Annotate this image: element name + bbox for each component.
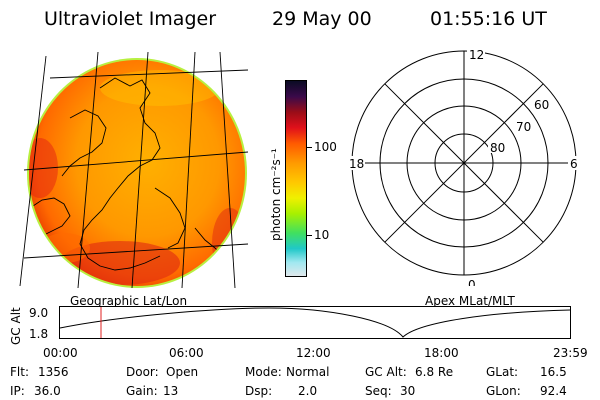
lat-label-80: 80 [490,141,505,155]
image-panel-label: Geographic Lat/Lon [70,294,188,308]
mlt-label-6: 6 [570,157,578,171]
app-title: Ultraviolet Imager [44,8,217,30]
timeline-ytick-low: 1.8 [29,327,49,341]
mlt-label-18: 18 [349,157,364,171]
info-door-value: Open [166,365,199,379]
timeline-xtick-2359: 23:59 [553,346,588,360]
aurora-speckle [29,70,245,285]
info-flt-label: Flt: [10,365,29,379]
colorbar-tick-100 [306,147,312,148]
polar-mlt-plot: 12 18 6 0 60 70 80 [347,48,580,286]
colorbar-tick-10 [306,235,312,236]
mlt-label-12: 12 [469,48,484,62]
colorbar [285,80,307,277]
info-door-label: Door: [126,365,159,379]
info-glon-label: GLon: [486,384,521,398]
info-seq-label: Seq: [365,384,392,398]
uv-earth-image [19,51,249,288]
info-gain-label: Gain: [126,384,158,398]
info-dsp-label: Dsp: [245,384,273,398]
date-label: 29 May 00 [272,8,372,30]
polar-diagonal-2 [384,83,544,243]
info-glat-label: GLat: [486,365,519,379]
colorbar-unit-label: photon cm⁻²s⁻¹ [269,148,283,241]
info-flt-value: 1356 [38,365,69,379]
mlt-label-0: 0 [468,278,476,286]
timeline-xtick-1800: 18:00 [424,346,459,360]
timeline-xtick-0600: 06:00 [169,346,204,360]
polar-panel-label: Apex MLat/MLT [425,294,515,308]
info-mode-label: Mode: [245,365,282,379]
timeline-axis-title: GC Alt [9,307,23,345]
timeline-xtick-1200: 12:00 [296,346,331,360]
altitude-curve [59,307,571,338]
time-label: 01:55:16 UT [430,8,547,30]
info-glon-value: 92.4 [540,384,567,398]
colorbar-label-100: 100 [314,140,337,154]
timeline-frame [59,306,571,339]
info-gcalt-label: GC Alt: [365,365,407,379]
info-mode-value: Normal [286,365,330,379]
lat-label-70: 70 [516,120,531,134]
info-dsp-value: 2.0 [298,384,318,398]
info-glat-value: 16.5 [540,365,567,379]
info-gain-value: 13 [163,384,179,398]
info-ip-label: IP: [10,384,25,398]
info-gcalt-value: 6.8 Re [415,365,454,379]
lat-label-60: 60 [534,98,549,112]
colorbar-label-10: 10 [314,228,330,242]
info-seq-value: 30 [400,384,416,398]
info-ip-value: 36.0 [34,384,61,398]
orbit-altitude-plot [59,306,571,339]
timeline-xtick-0000: 00:00 [43,346,78,360]
lat-lon-grid [19,51,249,288]
timeline-ytick-high: 9.0 [29,306,49,320]
